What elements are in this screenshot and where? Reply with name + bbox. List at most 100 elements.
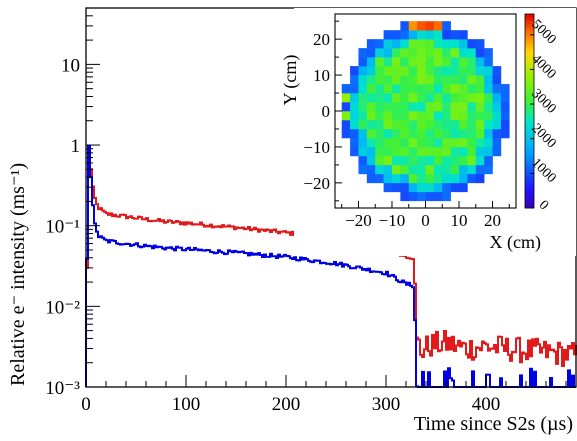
heatmap-cell (459, 164, 468, 175)
heatmap-cell (350, 93, 359, 103)
heatmap-cell (408, 102, 418, 112)
heatmap-cell (433, 128, 443, 139)
heatmap-cell (433, 191, 443, 202)
heatmap-cell (358, 66, 368, 76)
heatmap-cell (375, 155, 384, 166)
heatmap-cell (391, 66, 401, 76)
colorbar-segment (525, 149, 534, 154)
colorbar-segment (525, 198, 534, 202)
heatmap-cell (417, 48, 426, 58)
heatmap-cell (459, 111, 468, 121)
heatmap-cell (442, 48, 451, 58)
heatmap-cell (383, 75, 393, 85)
heatmap-cell (433, 137, 443, 148)
main-x-tick-label: 100 (172, 394, 201, 415)
heatmap-cell (425, 128, 435, 139)
heatmap-cell (366, 111, 376, 121)
heatmap-cell (467, 39, 477, 49)
heatmap-cell (408, 173, 418, 184)
heatmap-cell (475, 102, 485, 112)
heatmap-cell (450, 111, 460, 121)
heatmap-cell (492, 111, 502, 121)
main-y-tick-label: 1 (71, 136, 81, 157)
heatmap-cell (350, 146, 359, 157)
heatmap-cell (375, 146, 384, 157)
heatmap-cell (417, 39, 426, 49)
heatmap-cell (400, 93, 410, 103)
heatmap-cell (400, 119, 410, 130)
main-x-tick-label: 300 (372, 394, 401, 415)
colorbar-segment (525, 146, 534, 151)
heatmap-cell (341, 128, 351, 139)
heatmap-cell (459, 146, 468, 157)
heatmap-cell (459, 173, 468, 184)
heatmap-cell (492, 137, 502, 148)
colorbar-segment (525, 46, 534, 50)
heatmap-cell (408, 137, 418, 148)
heatmap-cell (417, 155, 426, 166)
heatmap-cell (442, 75, 451, 85)
colorbar-segment (525, 123, 534, 128)
heatmap-cell (366, 146, 376, 157)
colorbar-segment (525, 188, 534, 193)
heatmap-cell (383, 137, 393, 148)
heatmap-cell (425, 84, 435, 94)
heatmap-cell (417, 93, 426, 103)
heatmap-cell (408, 182, 418, 193)
colorbar-segment (525, 111, 534, 115)
heatmap-cell (391, 30, 401, 40)
colorbar-segment (525, 140, 534, 144)
colorbar-segment (525, 201, 534, 206)
heatmap-cell (433, 111, 443, 121)
colorbar-segment (525, 130, 534, 135)
heatmap-cell (492, 75, 502, 85)
heatmap-cell (467, 119, 477, 130)
heatmap-cell (450, 137, 460, 148)
heatmap-cell (408, 93, 418, 103)
heatmap-cell (484, 93, 493, 103)
heatmap-cell (400, 191, 410, 202)
heatmap-cell (375, 164, 384, 175)
heatmap-cell (475, 48, 485, 58)
heatmap-cell (375, 111, 384, 121)
inset-y-axis-label: Y (cm) (280, 55, 301, 106)
heatmap-cell (467, 66, 477, 76)
heatmap-cell (391, 102, 401, 112)
inset-x-axis-label: X (cm) (490, 232, 541, 253)
heatmap-cell (417, 146, 426, 157)
heatmap-cell (358, 137, 368, 148)
heatmap-cell (425, 75, 435, 85)
heatmap-cell (400, 84, 410, 94)
heatmap-cell (475, 155, 485, 166)
heatmap-cell (459, 30, 468, 40)
heatmap-cell (459, 137, 468, 148)
heatmap-cell (383, 173, 393, 184)
heatmap-cell (408, 39, 418, 49)
colorbar-segment (525, 88, 534, 92)
heatmap-cell (358, 57, 368, 67)
heatmap-cell (366, 84, 376, 94)
colorbar-segment (525, 62, 534, 67)
colorbar-segment (525, 169, 534, 173)
inset-y-tick-label: 10 (313, 66, 330, 85)
main-y-axis-label: Relative e⁻ intensity (ms⁻¹) (7, 163, 29, 386)
heatmap-cell (383, 66, 393, 76)
heatmap-cell (375, 75, 384, 85)
heatmap-cell (408, 128, 418, 139)
heatmap-cell (391, 48, 401, 58)
colorbar-segment (525, 107, 534, 112)
heatmap-cell (467, 57, 477, 67)
heatmap-cell (475, 119, 485, 130)
heatmap-cell (442, 93, 451, 103)
heatmap-cell (492, 66, 502, 76)
heatmap-cell (383, 128, 393, 139)
colorbar-segment (525, 143, 534, 147)
heatmap-cell (484, 119, 493, 130)
colorbar-segment (525, 23, 534, 28)
colorbar-segment (525, 81, 534, 86)
heatmap-cell (350, 84, 359, 94)
colorbar-segment (525, 52, 534, 57)
heatmap-cell (358, 111, 368, 121)
colorbar-segment (525, 33, 534, 38)
inset-y-tick-label: 20 (313, 30, 330, 49)
